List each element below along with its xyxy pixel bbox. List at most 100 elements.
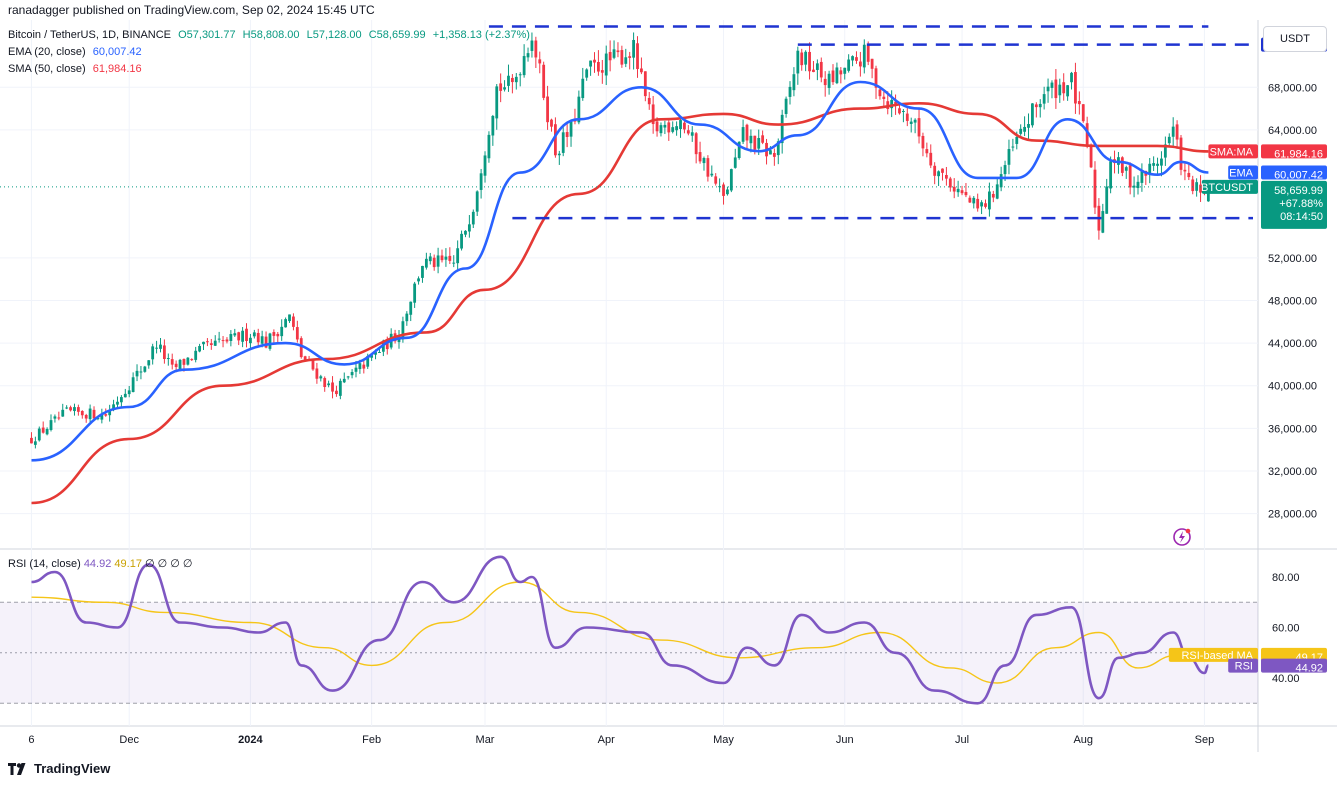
candle-body	[812, 69, 815, 73]
candle-body	[503, 87, 506, 90]
price-tick-label: 28,000.00	[1268, 509, 1317, 521]
candle-body	[585, 69, 589, 78]
candle-body	[464, 230, 467, 235]
candle-body	[374, 352, 377, 355]
price-tick-label: 36,000.00	[1268, 423, 1317, 435]
tag-ema-name-bg	[1228, 165, 1258, 180]
footer-brand[interactable]: TradingView	[8, 761, 110, 776]
candle-body	[804, 51, 808, 65]
ema-value: 60,007.42	[92, 46, 142, 58]
candle-body	[718, 186, 722, 188]
candle-body	[495, 86, 499, 119]
candle-body	[988, 191, 991, 210]
candle-body	[960, 190, 964, 194]
candle-body	[335, 390, 338, 395]
candle-body	[303, 356, 307, 360]
candle-body	[69, 407, 72, 411]
candle-body	[636, 43, 639, 70]
candle-body	[1054, 79, 1058, 99]
rsi-tick-label: 40.00	[1272, 673, 1300, 685]
candle-body	[671, 127, 675, 132]
time-tick-label: Apr	[598, 734, 615, 746]
currency-button[interactable]: USDT	[1263, 26, 1327, 52]
candle-body	[413, 283, 417, 303]
rsi-tick-label: 80.00	[1272, 572, 1300, 584]
candle-body	[452, 262, 456, 264]
candle-body	[116, 401, 119, 405]
candle-body	[972, 197, 976, 204]
candle-body	[557, 153, 561, 156]
candle-body	[941, 168, 944, 173]
candle-body	[1050, 82, 1054, 88]
candle-body	[409, 301, 413, 315]
low-value: L57,128.00	[306, 29, 362, 41]
candle-body	[444, 256, 448, 260]
candle-body	[999, 174, 1003, 188]
candle-body	[874, 68, 878, 88]
candle-body	[749, 135, 753, 144]
candle-body	[112, 404, 115, 410]
candle-body	[538, 59, 542, 64]
candle-body	[159, 344, 162, 349]
candle-body	[894, 101, 897, 106]
candle-body	[647, 97, 651, 105]
candle-body	[612, 49, 616, 58]
candle-body	[753, 135, 757, 150]
time-tick-label: Mar	[476, 734, 495, 746]
candle-body	[288, 314, 291, 322]
candle-body	[1148, 163, 1152, 175]
lightning-icon-bolt	[1179, 531, 1185, 543]
candle-body	[1058, 84, 1062, 96]
candle-body	[800, 52, 804, 66]
candle-body	[186, 357, 190, 365]
candle-body	[757, 137, 761, 149]
candle-body	[471, 211, 475, 225]
candle-body	[80, 410, 84, 416]
candle-body	[702, 157, 706, 164]
time-tick-label: 6	[28, 734, 34, 746]
candle-body	[1077, 101, 1081, 105]
candle-body	[956, 188, 960, 193]
candle-body	[882, 96, 886, 99]
candle-body	[565, 132, 569, 137]
candle-body	[217, 338, 221, 340]
candle-body	[123, 393, 127, 398]
candle-body	[769, 150, 772, 155]
candle-body	[456, 248, 460, 264]
candle-body	[1152, 163, 1156, 166]
candle-body	[737, 141, 741, 158]
sma-value: 61,984.16	[92, 63, 142, 75]
symbol-title[interactable]: Bitcoin / TetherUS, 1D, BINANCE	[8, 29, 172, 41]
candle-body	[151, 346, 155, 360]
candle-body	[616, 50, 620, 53]
candle-body	[772, 153, 776, 157]
candle-body	[424, 258, 428, 268]
rsi-legend[interactable]: RSI (14, close) 44.92 49.17 ∅ ∅ ∅ ∅	[8, 557, 193, 570]
tag-rsi-ma-name-bg	[1168, 647, 1258, 662]
candle-body	[526, 53, 530, 58]
candle-body	[49, 420, 53, 430]
candle-body	[569, 121, 573, 137]
candle-body	[1015, 136, 1019, 144]
candle-body	[241, 330, 244, 342]
rsi-tick-label: 60.00	[1272, 623, 1300, 635]
candle-body	[1019, 128, 1023, 134]
rsi-ma-line	[31, 581, 1209, 684]
candle-body	[597, 61, 600, 72]
candle-body	[937, 171, 940, 177]
sma-legend[interactable]: SMA (50, close) 61,984.16	[8, 63, 146, 75]
candle-body	[190, 359, 194, 361]
candle-body	[550, 119, 553, 127]
candle-body	[1179, 137, 1183, 170]
candle-body	[155, 347, 158, 349]
ema-legend[interactable]: EMA (20, close) 60,007.42	[8, 46, 146, 58]
price-tick-label: 44,000.00	[1268, 338, 1317, 350]
candle-body	[448, 255, 452, 261]
candle-body	[546, 96, 549, 123]
rsi-label: RSI (14, close)	[8, 558, 81, 570]
candle-body	[338, 380, 342, 396]
candle-body	[858, 61, 862, 67]
candle-body	[362, 364, 366, 369]
candle-body	[119, 397, 123, 403]
